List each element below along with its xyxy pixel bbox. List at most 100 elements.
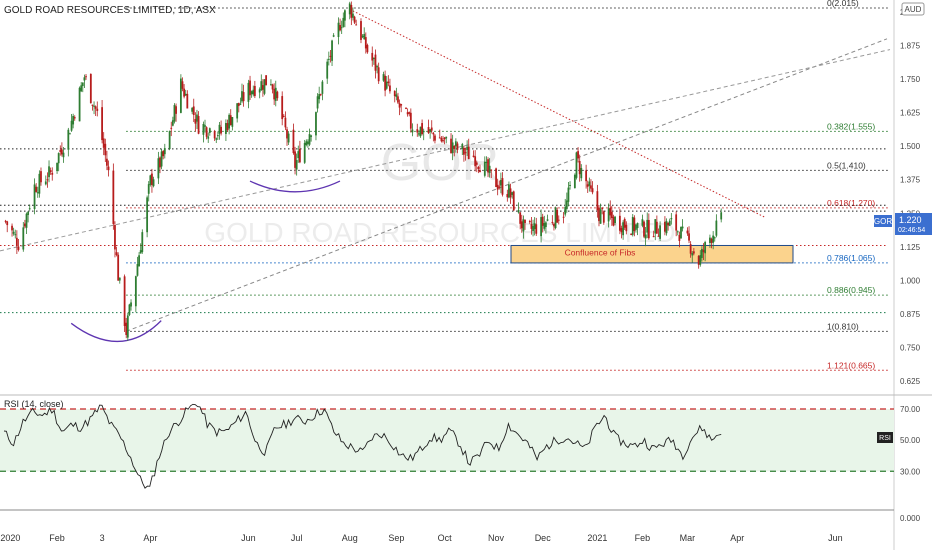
candle-body	[146, 197, 149, 233]
candle-body	[104, 143, 107, 156]
rsi-badge-label: RSI	[879, 435, 891, 442]
candle-body	[364, 37, 367, 49]
candle-body	[175, 106, 177, 114]
candle-body	[499, 180, 502, 186]
trend-line-upper	[126, 38, 888, 332]
candle-body	[488, 165, 491, 173]
currency-label: AUD	[905, 5, 922, 14]
candle-body	[422, 130, 425, 133]
candle-body	[14, 234, 17, 236]
candle-body	[704, 242, 707, 254]
price-axis[interactable]: 2.0001.8751.7501.6251.5001.3751.2501.125…	[900, 8, 921, 386]
candle-body	[192, 106, 195, 116]
candle-body	[181, 81, 184, 89]
candle-body	[598, 207, 600, 222]
candle-body	[382, 74, 385, 81]
candle-body	[60, 149, 63, 155]
candle-body	[149, 175, 152, 185]
candle-body	[194, 119, 197, 124]
candle-body	[699, 255, 702, 265]
candle-body	[228, 114, 231, 129]
candle-body	[562, 216, 565, 218]
candle-body	[406, 112, 409, 115]
candle-body	[614, 216, 616, 223]
candle-body	[564, 206, 567, 215]
candle-body	[461, 144, 464, 149]
candle-body	[125, 322, 128, 336]
candle-body	[298, 148, 301, 163]
candles	[4, 1, 723, 341]
candle-body	[93, 105, 95, 107]
candle-body	[421, 123, 423, 135]
candle-body	[208, 128, 211, 133]
candle-body	[295, 160, 298, 170]
candle-body	[557, 219, 560, 221]
confluence-box[interactable]: Confluence of Fibs	[510, 244, 794, 264]
candle-body	[27, 211, 30, 215]
candle-body	[106, 158, 108, 166]
candle-body	[96, 108, 99, 111]
candle-body	[11, 225, 13, 231]
candle-body	[331, 40, 333, 61]
candle-body	[430, 127, 433, 131]
candle-body	[495, 168, 497, 188]
rsi-title: RSI (14, close)	[4, 399, 64, 409]
candle-body	[49, 170, 52, 172]
last-symbol: GOR	[874, 217, 892, 226]
candle-body	[670, 218, 673, 220]
candle-body	[647, 220, 650, 239]
candle-body	[675, 214, 678, 231]
candle-body	[83, 77, 86, 81]
candle-body	[416, 129, 419, 133]
candle-body	[623, 218, 626, 228]
candle-body	[618, 215, 621, 231]
candle-body	[218, 124, 221, 134]
chart-title: GOLD ROAD RESOURCES LIMITED, 1D, ASX	[4, 5, 216, 16]
candle-body	[315, 112, 317, 136]
price-tick-label: 1.125	[900, 243, 921, 252]
candle-body	[352, 13, 354, 18]
candle-body	[303, 143, 306, 163]
candle-body	[664, 221, 666, 232]
candle-body	[36, 192, 39, 194]
candle-body	[326, 61, 329, 79]
candle-body	[479, 170, 481, 173]
candle-body	[545, 222, 547, 227]
candle-body	[700, 248, 703, 259]
rsi-axis[interactable]: 70.00 50.00 30.00 0.000	[900, 405, 921, 523]
currency-badge[interactable]	[901, 2, 925, 16]
candle-body	[408, 112, 411, 114]
candle-body	[327, 58, 330, 60]
candle-body	[667, 222, 670, 226]
candle-body	[250, 91, 253, 95]
fib-levels: 0(2.015) 0.382(1.555) 0.5(1.410) 0.618(1.27…	[0, 0, 888, 371]
candle-body	[622, 222, 625, 236]
candle-body	[70, 120, 73, 131]
candle-body	[506, 194, 509, 198]
candle-body	[445, 136, 448, 139]
candle-body	[509, 188, 512, 198]
candle-body	[591, 188, 594, 193]
candle-body	[400, 104, 403, 106]
candle-body	[170, 127, 173, 129]
candle-body	[159, 157, 161, 168]
time-tick-label: Jul	[291, 533, 303, 543]
candle-body	[678, 235, 681, 241]
candle-body	[46, 179, 49, 181]
candle-body	[512, 191, 515, 211]
candle-body	[590, 185, 592, 189]
candle-body	[6, 221, 9, 226]
candle-body	[697, 255, 700, 265]
price-tick-label: 0.750	[900, 343, 921, 352]
confluence-rect	[510, 244, 794, 264]
candle-body	[216, 135, 219, 137]
candle-body	[530, 224, 533, 229]
candle-body	[183, 88, 186, 97]
candle-body	[4, 220, 7, 222]
time-axis[interactable]: 2020 Feb 3 Apr Jun Jul Aug Sep Oct Nov Dec 2021 Feb M…	[0, 533, 842, 543]
candle-body	[310, 135, 313, 137]
candle-body	[405, 108, 407, 110]
candle-body	[668, 220, 671, 226]
